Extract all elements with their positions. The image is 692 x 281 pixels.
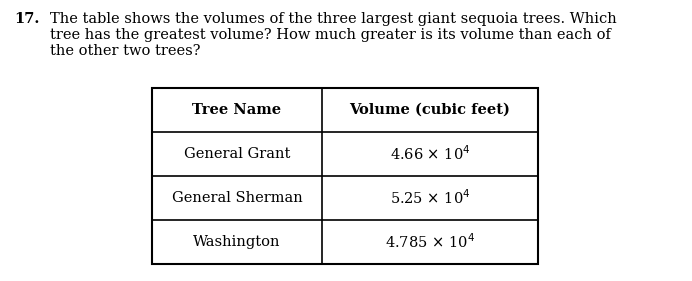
Text: Tree Name: Tree Name <box>192 103 282 117</box>
Text: the other two trees?: the other two trees? <box>50 44 201 58</box>
Text: General Sherman: General Sherman <box>172 191 302 205</box>
Text: 17.: 17. <box>14 12 39 26</box>
Text: tree has the greatest volume? How much greater is its volume than each of: tree has the greatest volume? How much g… <box>50 28 611 42</box>
Text: The table shows the volumes of the three largest giant sequoia trees. Which: The table shows the volumes of the three… <box>50 12 617 26</box>
Text: General Grant: General Grant <box>184 147 290 161</box>
Text: Volume (cubic feet): Volume (cubic feet) <box>349 103 511 117</box>
Text: Washington: Washington <box>193 235 281 249</box>
Bar <box>152 88 538 264</box>
Text: 4.66 $\times$ 10$^{4}$: 4.66 $\times$ 10$^{4}$ <box>390 145 470 163</box>
Text: 4.785 $\times$ 10$^{4}$: 4.785 $\times$ 10$^{4}$ <box>385 233 475 251</box>
Text: 5.25 $\times$ 10$^{4}$: 5.25 $\times$ 10$^{4}$ <box>390 189 470 207</box>
